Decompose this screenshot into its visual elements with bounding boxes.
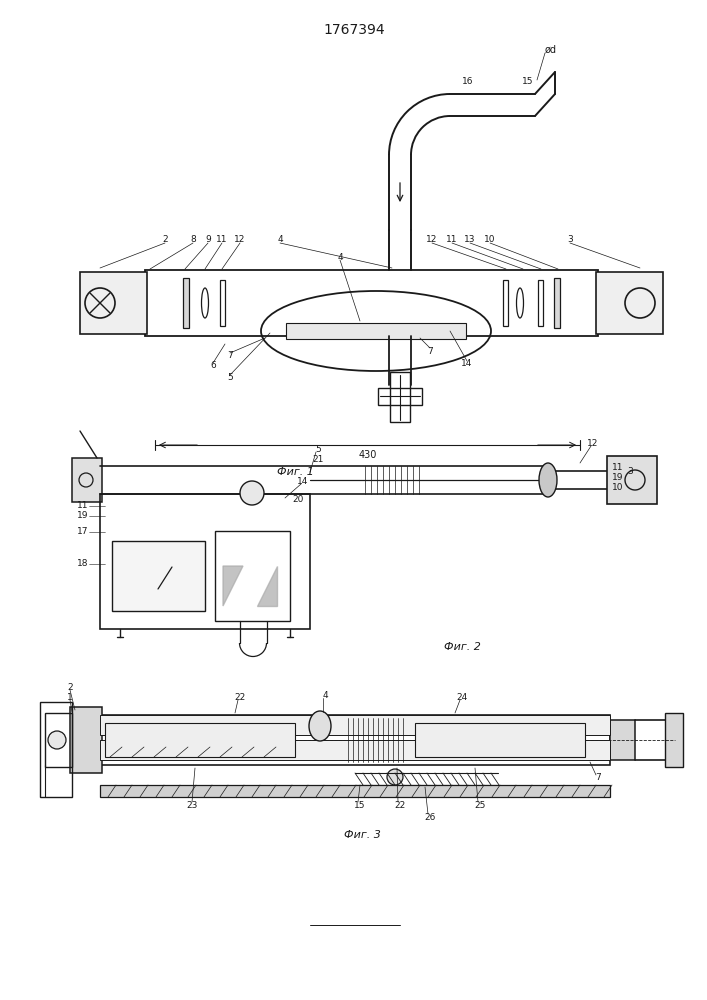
Bar xyxy=(45,713,72,767)
Text: 12: 12 xyxy=(234,235,246,244)
Bar xyxy=(596,272,663,334)
Circle shape xyxy=(48,731,66,749)
Bar xyxy=(415,723,585,757)
Bar xyxy=(215,531,290,621)
Bar xyxy=(554,278,560,328)
Text: 11: 11 xyxy=(446,235,457,244)
Text: 11: 11 xyxy=(76,502,88,510)
Text: 1767394: 1767394 xyxy=(323,23,385,37)
Text: 22: 22 xyxy=(395,800,406,810)
Bar xyxy=(220,280,225,326)
Bar xyxy=(610,720,635,760)
Text: Фиг. 3: Фиг. 3 xyxy=(344,830,380,840)
Circle shape xyxy=(387,769,403,785)
Text: 21: 21 xyxy=(312,454,324,464)
Text: 3: 3 xyxy=(627,468,633,477)
Text: Фиг. 1: Фиг. 1 xyxy=(276,467,313,477)
Text: 8: 8 xyxy=(190,235,196,244)
Text: 14: 14 xyxy=(298,478,309,487)
Text: 4: 4 xyxy=(337,252,343,261)
Ellipse shape xyxy=(309,711,331,741)
Text: 11: 11 xyxy=(612,464,624,473)
Text: 26: 26 xyxy=(424,812,436,822)
Text: 23: 23 xyxy=(187,800,198,810)
Text: 2: 2 xyxy=(67,682,73,692)
Polygon shape xyxy=(223,566,243,606)
Bar xyxy=(100,715,610,765)
Text: 22: 22 xyxy=(235,692,245,702)
Ellipse shape xyxy=(539,463,557,497)
Bar xyxy=(607,456,657,504)
Bar xyxy=(286,323,466,339)
Text: 430: 430 xyxy=(359,450,378,460)
Text: 19: 19 xyxy=(612,474,624,483)
Bar xyxy=(40,702,72,797)
Text: 9: 9 xyxy=(205,235,211,244)
Bar xyxy=(100,715,610,735)
Bar xyxy=(378,388,422,405)
Bar xyxy=(503,280,508,326)
Text: 12: 12 xyxy=(588,440,599,448)
Bar xyxy=(100,740,610,760)
Text: 7: 7 xyxy=(595,772,601,782)
Text: 4: 4 xyxy=(277,235,283,244)
Bar xyxy=(112,541,205,611)
Text: 19: 19 xyxy=(76,512,88,520)
Bar xyxy=(105,723,295,757)
Text: 15: 15 xyxy=(522,78,534,87)
Bar xyxy=(145,270,598,336)
Text: 10: 10 xyxy=(612,484,624,492)
Text: 6: 6 xyxy=(210,361,216,370)
Bar xyxy=(80,272,147,334)
Text: 2: 2 xyxy=(162,235,168,244)
Text: 4: 4 xyxy=(322,690,328,700)
Text: 7: 7 xyxy=(227,352,233,360)
Text: 13: 13 xyxy=(464,235,476,244)
Bar xyxy=(70,707,102,773)
Text: 10: 10 xyxy=(484,235,496,244)
Text: 16: 16 xyxy=(462,78,474,87)
Text: Фиг. 2: Фиг. 2 xyxy=(443,642,481,652)
Text: 5: 5 xyxy=(315,446,321,454)
Bar xyxy=(183,278,189,328)
Text: ød: ød xyxy=(545,45,557,55)
Text: 12: 12 xyxy=(426,235,438,244)
Polygon shape xyxy=(257,566,277,606)
Bar xyxy=(100,785,610,797)
Text: 5: 5 xyxy=(227,373,233,382)
Text: 7: 7 xyxy=(427,347,433,356)
Bar xyxy=(538,280,543,326)
Text: 20: 20 xyxy=(292,495,304,504)
Text: 1: 1 xyxy=(67,692,73,702)
Bar xyxy=(100,494,310,629)
Circle shape xyxy=(240,481,264,505)
Text: 3: 3 xyxy=(567,235,573,244)
Text: 15: 15 xyxy=(354,800,366,810)
Text: 25: 25 xyxy=(474,800,486,810)
Bar xyxy=(665,713,683,767)
Text: 18: 18 xyxy=(76,560,88,568)
Text: 11: 11 xyxy=(216,235,228,244)
Text: 24: 24 xyxy=(457,692,467,702)
Text: 17: 17 xyxy=(76,528,88,536)
Bar xyxy=(72,458,102,502)
Text: 14: 14 xyxy=(461,360,473,368)
Bar xyxy=(390,372,410,422)
